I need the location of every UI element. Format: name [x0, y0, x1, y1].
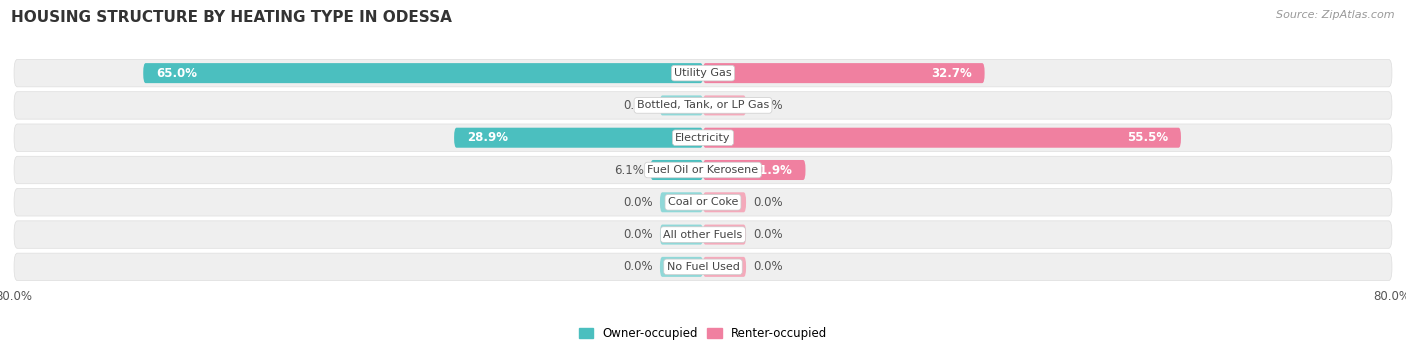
- FancyBboxPatch shape: [454, 128, 703, 148]
- FancyBboxPatch shape: [703, 63, 984, 83]
- FancyBboxPatch shape: [14, 59, 1392, 87]
- FancyBboxPatch shape: [14, 189, 1392, 216]
- Text: 0.0%: 0.0%: [623, 99, 652, 112]
- Text: Electricity: Electricity: [675, 133, 731, 143]
- FancyBboxPatch shape: [703, 96, 747, 115]
- Text: 55.5%: 55.5%: [1128, 131, 1168, 144]
- FancyBboxPatch shape: [14, 253, 1392, 280]
- FancyBboxPatch shape: [143, 63, 703, 83]
- FancyBboxPatch shape: [14, 156, 1392, 184]
- Text: Coal or Coke: Coal or Coke: [668, 197, 738, 207]
- Text: HOUSING STRUCTURE BY HEATING TYPE IN ODESSA: HOUSING STRUCTURE BY HEATING TYPE IN ODE…: [11, 10, 453, 25]
- FancyBboxPatch shape: [14, 92, 1392, 119]
- FancyBboxPatch shape: [703, 128, 1181, 148]
- FancyBboxPatch shape: [659, 225, 703, 244]
- Text: 32.7%: 32.7%: [931, 67, 972, 80]
- FancyBboxPatch shape: [651, 160, 703, 180]
- FancyBboxPatch shape: [659, 96, 703, 115]
- FancyBboxPatch shape: [14, 221, 1392, 248]
- Text: All other Fuels: All other Fuels: [664, 230, 742, 240]
- Legend: Owner-occupied, Renter-occupied: Owner-occupied, Renter-occupied: [574, 322, 832, 340]
- FancyBboxPatch shape: [703, 160, 806, 180]
- FancyBboxPatch shape: [703, 225, 747, 244]
- FancyBboxPatch shape: [703, 257, 747, 277]
- Text: 0.0%: 0.0%: [754, 228, 783, 241]
- Text: 65.0%: 65.0%: [156, 67, 197, 80]
- FancyBboxPatch shape: [659, 257, 703, 277]
- FancyBboxPatch shape: [703, 192, 747, 212]
- Text: Bottled, Tank, or LP Gas: Bottled, Tank, or LP Gas: [637, 100, 769, 110]
- Text: 0.0%: 0.0%: [754, 260, 783, 273]
- Text: Source: ZipAtlas.com: Source: ZipAtlas.com: [1277, 10, 1395, 20]
- Text: 0.0%: 0.0%: [623, 228, 652, 241]
- Text: 0.0%: 0.0%: [754, 99, 783, 112]
- Text: 0.0%: 0.0%: [623, 260, 652, 273]
- Text: 11.9%: 11.9%: [752, 164, 793, 176]
- Text: 0.0%: 0.0%: [623, 196, 652, 209]
- Text: No Fuel Used: No Fuel Used: [666, 262, 740, 272]
- Text: 28.9%: 28.9%: [467, 131, 508, 144]
- Text: 6.1%: 6.1%: [613, 164, 644, 176]
- FancyBboxPatch shape: [14, 124, 1392, 151]
- Text: Utility Gas: Utility Gas: [675, 68, 731, 78]
- Text: 0.0%: 0.0%: [754, 196, 783, 209]
- FancyBboxPatch shape: [659, 192, 703, 212]
- Text: Fuel Oil or Kerosene: Fuel Oil or Kerosene: [647, 165, 759, 175]
